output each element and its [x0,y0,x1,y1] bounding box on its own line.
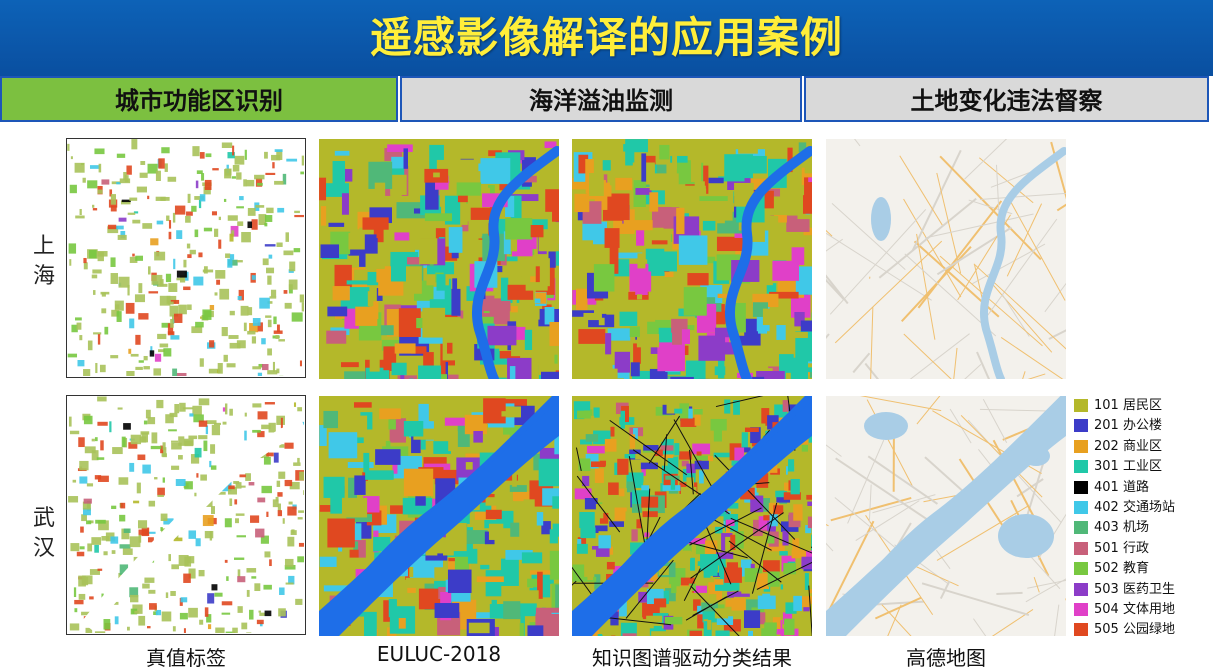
legend-item: 301 工业区 [1074,457,1204,477]
legend-label: 202 商业区 [1094,438,1162,454]
legend-item: 504 文体用地 [1074,600,1204,620]
legend-label: 501 行政 [1094,540,1149,556]
legend-swatch [1074,500,1088,514]
header-banner: 遥感影像解译的应用案例 [0,0,1213,76]
tab-bar: 城市功能区识别 海洋溢油监测 土地变化违法督察 [0,76,1213,126]
legend-label: 503 医药卫生 [1094,581,1175,597]
legend-item: 401 道路 [1074,478,1204,498]
legend-swatch [1074,460,1088,474]
panel-wuhan-amap [826,396,1066,636]
legend-item: 502 教育 [1074,559,1204,579]
panel-shanghai-kg-result [572,139,812,379]
row-label-wuhan: 武汉 [32,504,56,564]
legend-label: 402 交通场站 [1094,499,1175,515]
caption-amap: 高德地图 [906,646,986,670]
legend-item: 505 公园绿地 [1074,620,1204,640]
euluc-map-image [319,139,559,379]
legend-label: 101 居民区 [1094,398,1162,413]
legend-item: 402 交通场站 [1074,498,1204,518]
panel-shanghai-ground-truth [66,138,306,378]
legend-label: 301 工业区 [1094,459,1162,475]
caption-ground-truth: 真值标签 [146,646,226,670]
ground-truth-map-image [67,139,304,376]
legend-swatch [1074,399,1088,412]
legend-label: 502 教育 [1094,561,1149,577]
legend-label: 504 文体用地 [1094,601,1175,617]
row-label-shanghai: 上海 [32,232,56,292]
row-label-text: 上海 [32,234,55,289]
legend-swatch [1074,439,1088,453]
legend-label: 401 道路 [1094,479,1149,495]
ground-truth-map-image [67,396,304,633]
legend-item: 503 医药卫生 [1074,580,1204,600]
panel-wuhan-euluc [319,396,559,636]
tab-land-change[interactable]: 土地变化违法督察 [804,76,1209,122]
row-label-text: 武汉 [32,506,55,561]
legend-item: 501 行政 [1074,539,1204,559]
legend-swatch [1074,419,1088,433]
legend-item: 202 商业区 [1074,437,1204,457]
caption-euluc: EULUC-2018 [376,642,502,666]
tab-oil-spill[interactable]: 海洋溢油监测 [400,76,802,122]
caption-kg-result: 知识图谱驱动分类结果 [592,646,792,670]
legend-item: 201 办公楼 [1074,416,1204,436]
panel-shanghai-euluc [319,139,559,379]
euluc-map-image [319,396,559,636]
land-use-legend: 101 居民区 201 办公楼 202 商业区 301 工业区 401 道路 4… [1074,396,1204,641]
legend-swatch [1074,521,1088,535]
legend-swatch [1074,541,1088,555]
legend-item: 403 机场 [1074,518,1204,538]
legend-label: 505 公园绿地 [1094,622,1175,638]
legend-label: 201 办公楼 [1094,418,1162,434]
legend-swatch [1074,623,1088,637]
amap-base-map-image [826,396,1066,636]
panel-wuhan-ground-truth [66,395,306,635]
kg-classification-map-image [572,396,812,636]
legend-label: 403 机场 [1094,520,1149,536]
page-title: 遥感影像解译的应用案例 [369,13,843,62]
legend-swatch [1074,602,1088,616]
panel-shanghai-amap [826,139,1066,379]
tab-urban-function[interactable]: 城市功能区识别 [0,76,398,122]
panel-wuhan-kg-result [572,396,812,636]
legend-swatch [1074,480,1088,494]
amap-base-map-image [826,139,1066,379]
kg-classification-map-image [572,139,812,379]
legend-item: 101 居民区 [1074,396,1204,416]
legend-swatch [1074,562,1088,576]
legend-swatch [1074,582,1088,596]
